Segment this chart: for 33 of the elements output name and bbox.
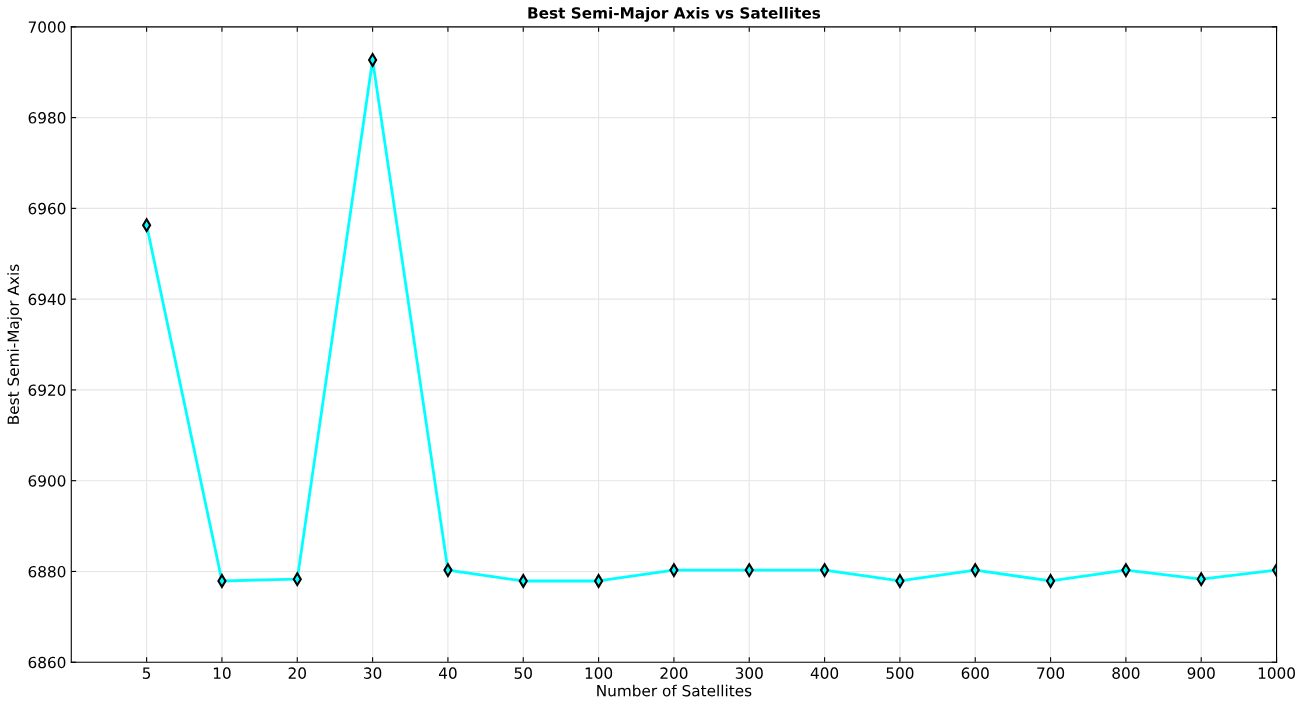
x-tick-label: 1000 [1258,667,1295,679]
x-tick-label: 10 [213,667,231,679]
x-tick-label: 40 [438,667,457,679]
x-tick-label: 500 [886,667,914,679]
point [368,53,378,67]
point [895,574,905,588]
y-tick-label: 6880 [28,565,66,578]
x-tick-label: 900 [1187,667,1215,679]
x-tick-label: 300 [735,667,763,679]
y-tick-label: 6980 [28,112,66,124]
y-axis-title: Best Semi-Major Axis [7,264,22,424]
x-tick-label: 600 [961,667,989,679]
y-tick-label: 7000 [28,21,66,33]
x-axis-title: Number of Satellites [597,684,752,697]
y-tick-label: 6940 [28,293,66,306]
point [518,574,528,588]
x-tick-label: 400 [810,667,839,679]
point [217,574,227,588]
chart-title: Best Semi-Major Axis vs Satellites [528,6,821,22]
x-tick-label: 50 [514,667,532,679]
y-tick-label: 6860 [28,656,66,669]
y-tick-label: 6920 [28,384,66,396]
point [594,574,604,588]
x-tick-label: 700 [1037,667,1065,679]
x-tick-label: 20 [288,667,306,679]
x-tick-label: 30 [364,667,382,679]
x-tick-label: 800 [1112,667,1140,679]
x-tick-label: 100 [585,667,613,679]
y-tick-label: 6900 [28,475,66,487]
x-tick-label: 5 [142,667,151,679]
x-tick-label: 200 [660,667,688,679]
point [1045,574,1056,588]
y-tick-label: 6960 [28,202,66,215]
